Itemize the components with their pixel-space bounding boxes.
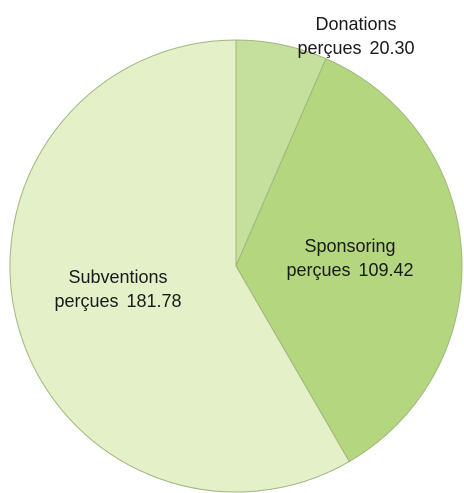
category-label: Sponsoring perçues xyxy=(286,236,396,280)
pie-slice xyxy=(9,39,350,493)
category-label: Subventions perçues xyxy=(54,267,168,311)
slice-label: Sponsoring perçues 109.42 xyxy=(280,234,420,282)
slice-label: Donations perçues 20.30 xyxy=(291,12,421,60)
value-label: 181.78 xyxy=(126,291,182,311)
value-label: 20.30 xyxy=(369,38,415,58)
category-label: Donations perçues xyxy=(297,14,397,58)
slice-label: Subventions perçues 181.78 xyxy=(33,265,203,313)
pie-slice xyxy=(235,58,463,463)
value-label: 109.42 xyxy=(358,260,414,280)
